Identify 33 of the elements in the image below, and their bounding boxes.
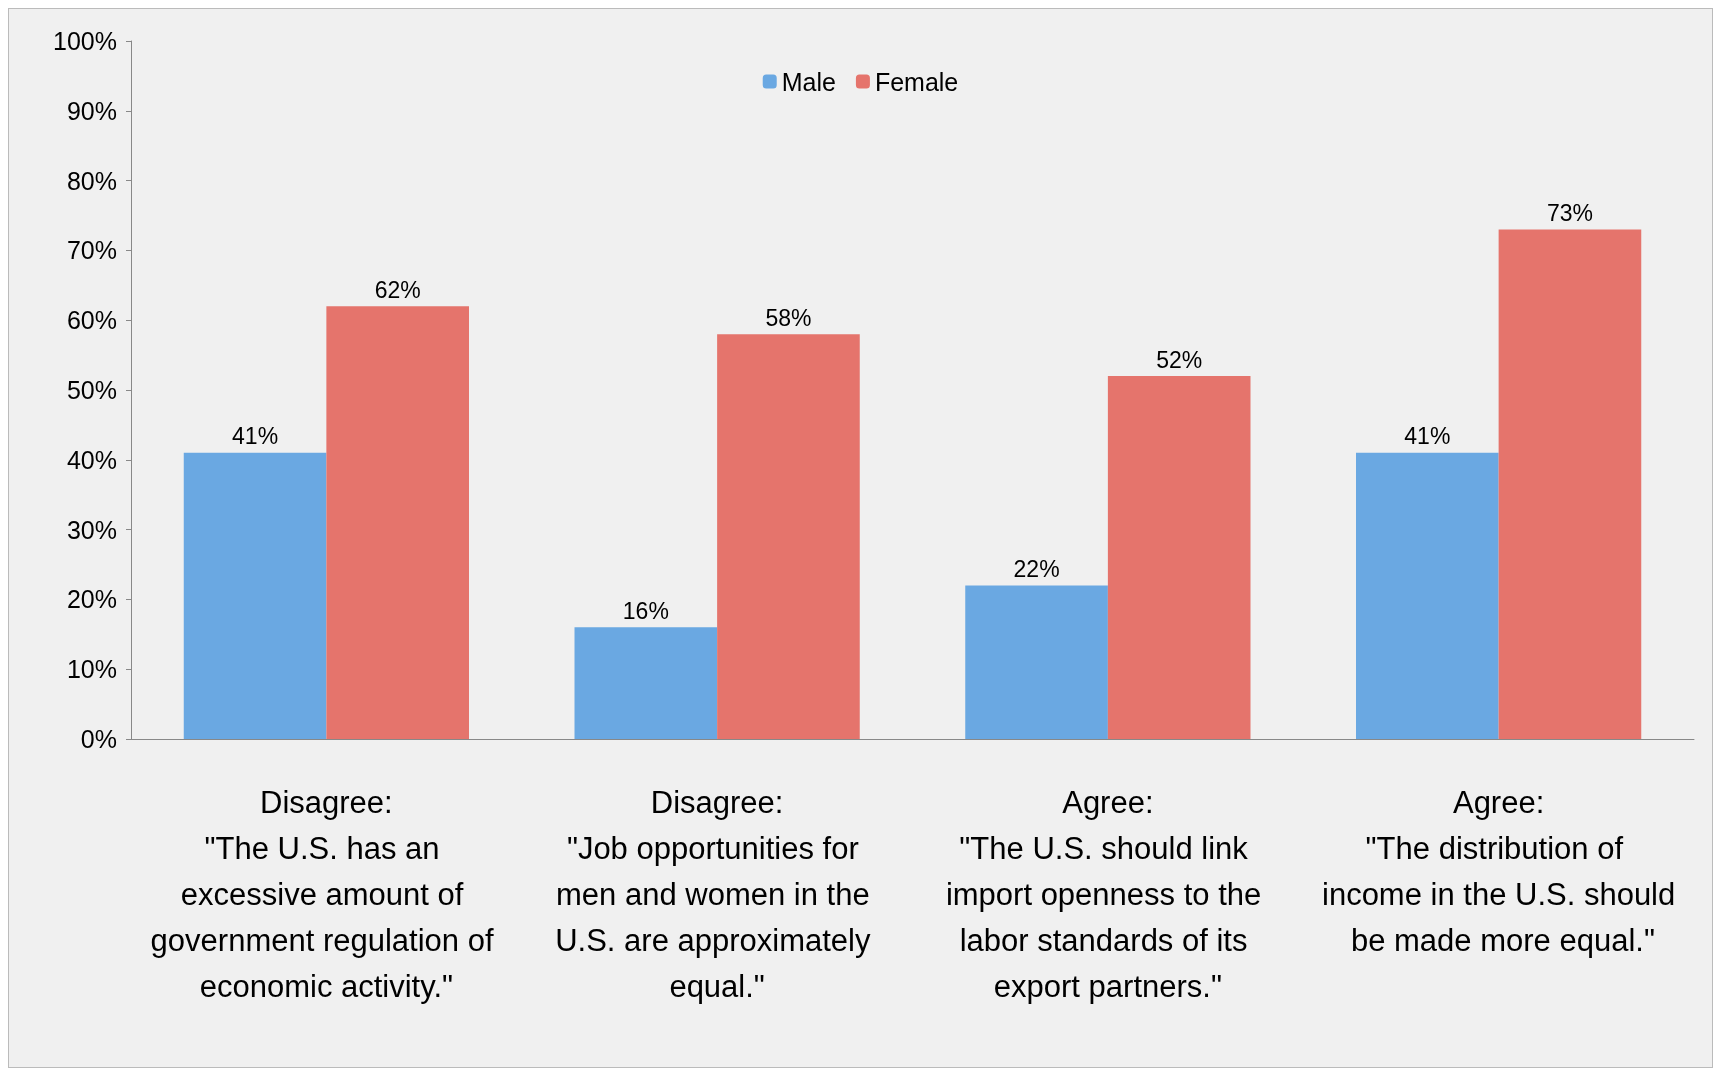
y-tick-label: 60% [66, 306, 117, 335]
text: 22% [1013, 555, 1060, 582]
legend-label: Female [874, 67, 959, 96]
y-tick-label: 20% [66, 585, 117, 614]
y-tick-label: 70% [66, 236, 117, 265]
y-tick-label: 0% [80, 725, 117, 753]
y-tick-label: 40% [66, 445, 117, 474]
bar [1356, 452, 1499, 739]
bar [574, 627, 718, 739]
text: 62% [374, 276, 421, 303]
text: 16% [622, 597, 669, 624]
x-tick-label: Disagree: "Job opportunities for men and women in the U.S. are approximately equal." [555, 784, 880, 1004]
y-tick-label: 90% [66, 96, 117, 125]
y-tick-label: 100% [53, 27, 117, 55]
bar [1107, 376, 1251, 739]
x-tick-label: Agree: "The distribution of income in the U.S. should be made more equal." [1322, 784, 1676, 958]
y-tick-label: 30% [66, 515, 117, 544]
y-tick-label: 10% [66, 655, 117, 684]
bar [326, 306, 469, 739]
text: 73% [1546, 199, 1593, 226]
bar [183, 452, 327, 739]
bar [1498, 229, 1642, 739]
y-tick-label: 80% [66, 166, 117, 195]
bar [717, 334, 860, 739]
y-tick-label: 50% [66, 376, 117, 404]
text: 41% [232, 423, 279, 450]
legend-label: Male [781, 67, 836, 96]
text: 52% [1156, 346, 1203, 373]
bar [965, 585, 1108, 739]
text: 58% [765, 304, 812, 331]
x-tick-label: Agree: "The U.S. should link import openness to the labor standards of its export partners." [945, 784, 1270, 1004]
text: 41% [1404, 423, 1451, 450]
x-tick-label: Disagree: "The U.S. has an excessive amount of government regulation of economic activity." [150, 784, 503, 1004]
